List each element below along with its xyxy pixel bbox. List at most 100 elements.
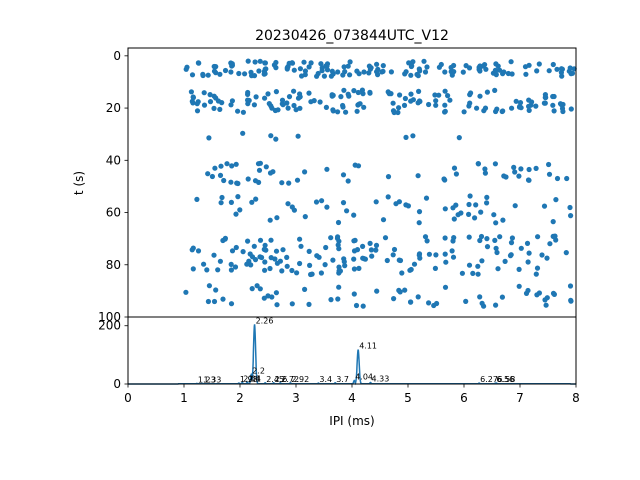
raster-point	[544, 255, 550, 261]
raster-point	[466, 262, 473, 268]
raster-point	[559, 105, 566, 112]
raster-point	[458, 210, 464, 216]
raster-point	[235, 194, 241, 200]
raster-point	[289, 301, 295, 307]
peak-label: 2.72	[281, 375, 299, 384]
raster-point	[375, 66, 381, 72]
raster-point	[568, 106, 574, 112]
raster-point	[431, 302, 437, 309]
raster-point	[217, 71, 223, 77]
raster-point	[408, 91, 414, 97]
raster-point	[442, 235, 448, 241]
raster-point	[262, 259, 268, 265]
raster-point	[285, 105, 291, 111]
raster-point	[308, 271, 314, 278]
raster-point	[251, 102, 257, 108]
raster-point	[262, 267, 268, 273]
raster-point	[195, 60, 201, 66]
peak-label: 4.33	[372, 375, 390, 384]
raster-point	[351, 291, 357, 297]
peak-label: 1.23	[198, 375, 216, 384]
raster-point	[542, 92, 549, 98]
raster-point	[395, 109, 401, 116]
histogram-y-ticks: 0 200	[98, 319, 128, 391]
raster-point	[448, 64, 454, 71]
raster-point	[318, 270, 324, 276]
raster-point	[508, 59, 514, 65]
raster-point	[324, 63, 330, 69]
raster-point	[424, 238, 430, 244]
raster-point	[467, 100, 473, 106]
raster-point	[218, 163, 224, 169]
raster-point	[262, 60, 268, 66]
raster-point	[351, 256, 357, 262]
raster-point	[445, 93, 451, 99]
raster-point	[442, 88, 448, 94]
raster-point	[284, 100, 290, 106]
raster-point	[470, 270, 476, 276]
raster-point	[484, 244, 491, 250]
raster-point	[190, 95, 196, 101]
raster-point	[228, 261, 234, 267]
raster-point	[396, 199, 402, 205]
raster-point	[426, 101, 432, 108]
raster-point	[344, 208, 350, 214]
raster-point	[215, 98, 221, 104]
raster-point	[526, 103, 532, 109]
raster-point	[534, 292, 540, 298]
raster-point	[390, 100, 396, 106]
raster-point	[366, 63, 372, 69]
raster-point	[306, 301, 312, 307]
raster-point	[554, 66, 560, 72]
raster-point	[228, 301, 235, 307]
raster-point	[369, 253, 375, 259]
raster-point	[436, 92, 442, 98]
raster-point	[481, 303, 487, 309]
raster-point	[217, 258, 223, 264]
raster-point	[247, 251, 253, 257]
raster-point	[211, 298, 218, 305]
raster-point	[361, 69, 367, 75]
raster-point	[460, 69, 466, 75]
raster-point	[294, 177, 301, 183]
raster-point	[408, 266, 414, 273]
raster-point	[209, 173, 215, 180]
raster-point	[463, 298, 469, 304]
raster-point	[558, 66, 565, 72]
raster-point	[526, 177, 532, 183]
raster-panel: 0 20 40 60 80 100 t (s)	[72, 47, 577, 324]
raster-point	[240, 109, 246, 115]
raster-point	[261, 246, 267, 252]
raster-point	[491, 212, 497, 218]
raster-point	[524, 240, 531, 246]
raster-point	[249, 286, 255, 292]
raster-point	[526, 97, 532, 103]
raster-point	[256, 167, 263, 173]
raster-point	[443, 259, 449, 265]
raster-point	[449, 72, 455, 78]
raster-point	[221, 177, 227, 184]
raster-point	[273, 89, 279, 95]
raster-point	[355, 163, 362, 169]
raster-point	[317, 99, 323, 105]
raster-point	[233, 211, 239, 217]
raster-point	[391, 109, 397, 116]
raster-point	[324, 166, 330, 172]
raster-point	[201, 261, 207, 267]
raster-point	[222, 67, 229, 74]
raster-point	[526, 166, 532, 173]
raster-point	[493, 245, 499, 251]
raster-point	[341, 87, 347, 93]
raster-point	[195, 248, 202, 254]
raster-y-tick-label: 20	[106, 101, 121, 115]
peak-label: 4.11	[359, 342, 377, 351]
raster-point	[513, 98, 519, 104]
raster-point	[285, 201, 291, 207]
x-tick-label: 6	[460, 391, 468, 405]
raster-point	[257, 58, 263, 64]
raster-point	[335, 109, 341, 115]
raster-point	[291, 67, 297, 73]
raster-point	[534, 68, 540, 74]
raster-point	[493, 220, 499, 226]
